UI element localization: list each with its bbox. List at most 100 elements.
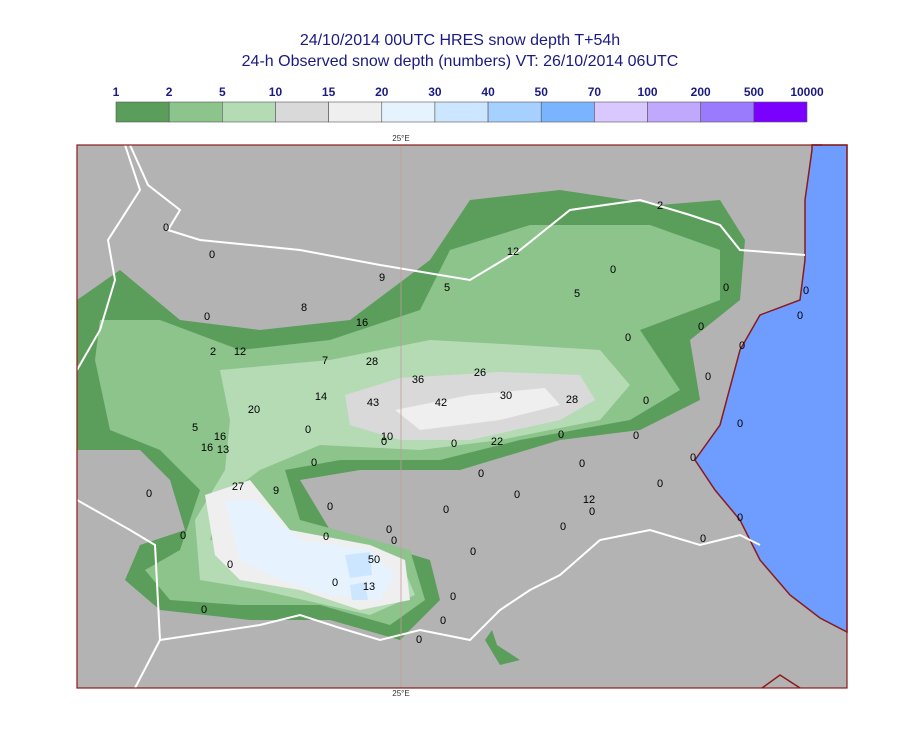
- observation-value: 2: [210, 346, 216, 358]
- observation-value: 12: [234, 346, 246, 358]
- observation-value: 16: [356, 317, 368, 329]
- observation-value: 0: [643, 395, 649, 407]
- observation-value: 16: [214, 431, 226, 443]
- observation-value: 0: [201, 604, 207, 616]
- observation-value: 0: [443, 504, 449, 516]
- legend-label: 500: [744, 85, 764, 99]
- borders: [76, 144, 806, 689]
- observation-value: 0: [440, 615, 446, 627]
- legend-swatch: [753, 101, 808, 123]
- observation-value: 0: [625, 332, 631, 344]
- map-frame: [76, 144, 848, 689]
- legend-swatch: [222, 101, 276, 123]
- legend-label: 5: [219, 85, 226, 99]
- legend-swatch: [168, 101, 223, 123]
- map-area: [76, 144, 848, 689]
- observation-value: 0: [737, 512, 743, 524]
- legend-swatch: [434, 101, 489, 123]
- observation-value: 0: [803, 285, 809, 297]
- observation-value: 0: [386, 524, 392, 536]
- observation-value: 50: [368, 554, 380, 566]
- observation-value: 8: [301, 302, 307, 314]
- legend-swatch: [700, 101, 755, 123]
- observation-value: 27: [232, 481, 244, 493]
- legend-label: 200: [691, 85, 711, 99]
- legend-label: 10000: [790, 85, 824, 99]
- observation-value: 0: [323, 531, 329, 543]
- observation-value: 0: [311, 457, 317, 469]
- observation-value: 0: [560, 521, 566, 533]
- meridian-label: 25°E: [392, 134, 409, 143]
- observation-value: 0: [146, 488, 152, 500]
- legend-swatch: [487, 101, 542, 123]
- observation-value: 0: [739, 340, 745, 352]
- observation-value: 0: [589, 506, 595, 518]
- observation-value: 0: [698, 321, 704, 333]
- legend-label: 70: [588, 85, 602, 99]
- observation-value: 0: [209, 249, 215, 261]
- observation-value: 22: [491, 436, 503, 448]
- observation-value: 7: [322, 355, 328, 367]
- observation-value: 28: [366, 356, 378, 368]
- observation-value: 0: [332, 577, 338, 589]
- observation-value: 0: [470, 546, 476, 558]
- observation-value: 20: [248, 404, 260, 416]
- observation-value: 0: [690, 452, 696, 464]
- observation-value: 0: [610, 264, 616, 276]
- observation-value: 0: [700, 533, 706, 545]
- legend-swatch: [275, 101, 329, 123]
- observation-value: 0: [451, 438, 457, 450]
- observation-value: 13: [363, 581, 375, 593]
- observation-value: 0: [723, 282, 729, 294]
- legend-swatch: [540, 101, 595, 123]
- legend-label: 2: [166, 85, 173, 99]
- legend-label: 10: [269, 85, 283, 99]
- observation-value: 0: [163, 222, 169, 234]
- legend-label: 40: [481, 85, 495, 99]
- legend-label: 1: [113, 85, 120, 99]
- legend-swatch: [594, 101, 648, 123]
- observation-value: 0: [416, 634, 422, 646]
- legend-swatch: [381, 101, 436, 123]
- observation-value: 0: [514, 489, 520, 501]
- snow-15cm: [395, 388, 560, 430]
- observation-value: 0: [478, 468, 484, 480]
- observation-value: 5: [574, 288, 580, 300]
- observation-value: 0: [657, 478, 663, 490]
- snow-30cm: [345, 552, 372, 600]
- observation-value: 0: [558, 429, 564, 441]
- observation-value: 36: [412, 374, 424, 386]
- observation-value: 0: [305, 424, 311, 436]
- snow-patch: [485, 630, 520, 665]
- observation-value: 0: [391, 535, 397, 547]
- legend-swatch: [647, 101, 701, 123]
- legend: 1 2 5 10 15 20 30 40 50 70 100 200 500 10000: [113, 85, 824, 123]
- legend-label: 50: [535, 85, 549, 99]
- observation-value: 0: [180, 530, 186, 542]
- observation-value: 30: [500, 390, 512, 402]
- observation-value: 10: [381, 431, 393, 443]
- legend-label: 15: [322, 85, 336, 99]
- observation-value: 43: [367, 397, 379, 409]
- observation-value: 0: [327, 501, 333, 513]
- subtitle: 24-h Observed snow depth (numbers) VT: 2…: [242, 53, 679, 70]
- observation-value: 12: [507, 246, 519, 258]
- observation-value: 0: [797, 310, 803, 322]
- observation-value: 0: [450, 591, 456, 603]
- legend-label: 20: [375, 85, 389, 99]
- observation-value: 0: [204, 311, 210, 323]
- observation-value: 0: [737, 418, 743, 430]
- observation-value: 12: [583, 494, 595, 506]
- observation-value: 0: [227, 559, 233, 571]
- meridian-label: 25°E: [392, 689, 409, 698]
- legend-label: 100: [638, 85, 658, 99]
- legend-swatch: [328, 101, 383, 123]
- observation-value: 42: [435, 397, 447, 409]
- legend-swatch: [115, 101, 170, 123]
- title: 24/10/2014 00UTC HRES snow depth T+54h: [300, 32, 620, 49]
- observation-value: 16: [201, 442, 213, 454]
- observation-value: 28: [566, 394, 578, 406]
- observation-value: 2: [657, 200, 663, 212]
